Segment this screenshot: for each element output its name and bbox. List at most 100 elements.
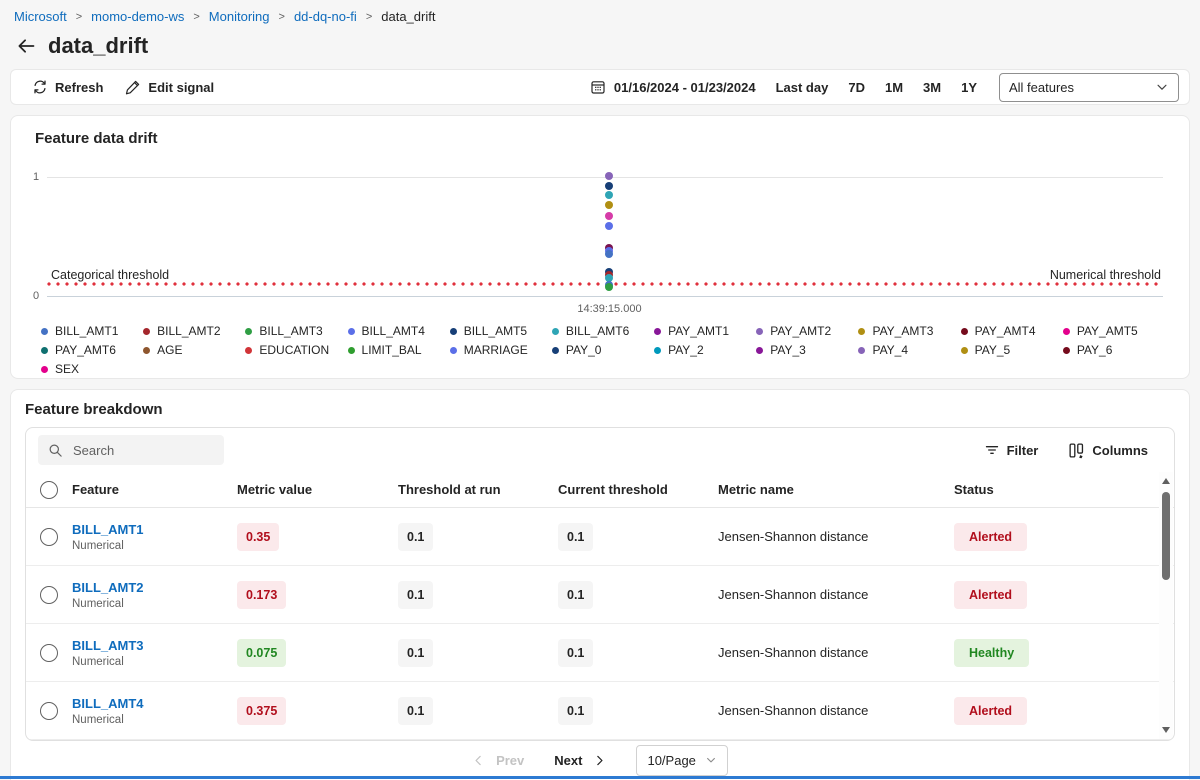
edit-signal-button[interactable]: Edit signal — [114, 70, 225, 104]
legend-label: BILL_AMT4 — [361, 324, 425, 338]
range-button-7d[interactable]: 7D — [848, 79, 865, 95]
feature-link[interactable]: BILL_AMT4 — [72, 695, 144, 711]
legend-label: MARRIAGE — [463, 343, 528, 357]
breakdown-title: Feature breakdown — [25, 401, 163, 418]
legend-item-PAY_4[interactable]: PAY_4 — [858, 343, 960, 357]
legend-label: PAY_AMT1 — [668, 324, 729, 338]
legend-item-PAY_AMT3[interactable]: PAY_AMT3 — [858, 324, 960, 338]
cell-c-feature: BILL_AMT3 Numerical — [72, 638, 237, 668]
legend-item-SEX[interactable]: SEX — [41, 362, 143, 376]
cell-c-thr: 0.1 — [398, 638, 558, 667]
feature-link[interactable]: BILL_AMT1 — [72, 521, 144, 537]
range-button-3m[interactable]: 3M — [923, 79, 942, 95]
legend-dot — [654, 327, 662, 335]
legend-item-PAY_5[interactable]: PAY_5 — [960, 343, 1063, 357]
scrollbar-down-arrow[interactable] — [1159, 723, 1173, 737]
feature-link[interactable]: BILL_AMT2 — [72, 579, 144, 595]
legend-item-AGE[interactable]: AGE — [143, 343, 245, 357]
legend-item-BILL_AMT2[interactable]: BILL_AMT2 — [143, 324, 245, 338]
breadcrumb-item-Microsoft[interactable]: Microsoft — [14, 9, 67, 24]
legend-item-PAY_3[interactable]: PAY_3 — [756, 343, 858, 357]
breadcrumb-item-data_drift: data_drift — [381, 9, 436, 24]
search-box[interactable] — [38, 435, 224, 465]
cell-c-cur: 0.1 — [558, 696, 718, 725]
cell-c-feature: BILL_AMT1 Numerical — [72, 522, 237, 552]
columns-icon — [1069, 442, 1084, 458]
feature-filter-select[interactable]: All features — [999, 72, 1179, 102]
gridline-1 — [47, 177, 1163, 178]
legend-label: PAY_AMT4 — [974, 324, 1036, 338]
breadcrumb-item-momo-demo-ws[interactable]: momo-demo-ws — [91, 9, 185, 24]
legend-label: PAY_5 — [974, 343, 1011, 357]
breadcrumb-item-dd-dq-no-fi[interactable]: dd-dq-no-fi — [293, 9, 357, 24]
select-all-radio[interactable] — [40, 480, 58, 499]
back-button[interactable] — [16, 36, 36, 56]
columns-button[interactable]: Columns — [1068, 442, 1148, 459]
legend-item-BILL_AMT1[interactable]: BILL_AMT1 — [41, 324, 143, 338]
chevron-left-icon — [475, 755, 481, 765]
page-header: data_drift — [0, 24, 1200, 69]
legend-item-BILL_AMT3[interactable]: BILL_AMT3 — [245, 324, 347, 338]
cell-c-cur: 0.1 — [558, 580, 718, 609]
breadcrumb-separator: > — [75, 10, 83, 23]
legend-item-EDUCATION[interactable]: EDUCATION — [245, 343, 347, 357]
breadcrumb-separator: > — [278, 10, 285, 23]
legend-item-PAY_AMT1[interactable]: PAY_AMT1 — [654, 324, 756, 338]
next-page-button[interactable]: Next — [554, 753, 606, 768]
numerical-threshold-label: Numerical threshold — [1049, 268, 1161, 282]
page-size-select[interactable]: 10/Page — [636, 744, 728, 776]
legend-item-PAY_AMT2[interactable]: PAY_AMT2 — [756, 324, 858, 338]
legend-label: PAY_6 — [1076, 343, 1113, 357]
metric-value-badge: 0.075 — [237, 638, 287, 667]
table-scrollbar[interactable] — [1159, 472, 1173, 739]
scrollbar-thumb[interactable] — [1162, 492, 1170, 580]
date-range-picker[interactable]: 01/16/2024 - 01/23/2024 — [580, 79, 766, 95]
metric-value-badge: 0.173 — [237, 580, 287, 609]
legend-item-BILL_AMT6[interactable]: BILL_AMT6 — [551, 324, 654, 338]
legend-dot — [245, 346, 253, 354]
row-radio[interactable] — [40, 701, 58, 720]
prev-page-button[interactable]: Prev — [472, 753, 524, 768]
metric-name: Jensen-Shannon distance — [718, 703, 869, 718]
feature-link[interactable]: BILL_AMT3 — [72, 637, 144, 653]
breadcrumb-item-Monitoring[interactable]: Monitoring — [208, 9, 270, 24]
legend-item-PAY_2[interactable]: PAY_2 — [654, 343, 756, 357]
current-threshold-badge: 0.1 — [558, 580, 594, 609]
legend-dot — [449, 346, 457, 354]
table-row-BILL_AMT4: BILL_AMT4 Numerical 0.375 0.1 0.1 Jensen-Shan… — [26, 682, 1174, 740]
legend-item-LIMIT_BAL[interactable]: LIMIT_BAL — [347, 343, 450, 357]
threshold-at-run-badge: 0.1 — [398, 696, 434, 725]
cell-c-metric: 0.173 — [237, 580, 398, 609]
row-radio[interactable] — [40, 585, 58, 604]
page-title: data_drift — [48, 33, 149, 58]
scrollbar-up-arrow[interactable] — [1159, 474, 1173, 488]
legend-item-PAY_0[interactable]: PAY_0 — [551, 343, 654, 357]
scatter-point-PAY_AMT6 — [605, 274, 614, 282]
edit-signal-label: Edit signal — [148, 79, 215, 95]
feature-breakdown-card: Feature breakdown Filter — [10, 389, 1190, 780]
legend-item-PAY_AMT5[interactable]: PAY_AMT5 — [1062, 324, 1165, 338]
filter-button[interactable]: Filter — [984, 442, 1038, 458]
legend-dot — [449, 327, 457, 335]
status-badge: Alerted — [954, 522, 1028, 551]
cell-c-radio — [26, 643, 72, 662]
legend-item-PAY_6[interactable]: PAY_6 — [1062, 343, 1165, 357]
legend-item-BILL_AMT5[interactable]: BILL_AMT5 — [449, 324, 552, 338]
threshold-dotted-line — [47, 282, 1163, 286]
range-button-1y[interactable]: 1Y — [961, 79, 977, 95]
refresh-button[interactable]: Refresh — [21, 70, 114, 104]
legend-item-PAY_AMT6[interactable]: PAY_AMT6 — [41, 343, 143, 357]
range-button-1m[interactable]: 1M — [884, 79, 904, 95]
range-button-last-day[interactable]: Last day — [775, 79, 829, 95]
row-radio[interactable] — [40, 527, 58, 546]
status-badge: Alerted — [954, 696, 1028, 725]
legend-item-PAY_AMT4[interactable]: PAY_AMT4 — [960, 324, 1063, 338]
feature-type: Numerical — [72, 539, 124, 552]
legend-dot — [143, 346, 151, 354]
row-radio[interactable] — [40, 643, 58, 662]
legend-item-BILL_AMT4[interactable]: BILL_AMT4 — [347, 324, 450, 338]
legend-label: PAY_4 — [872, 343, 909, 357]
search-input[interactable] — [71, 441, 201, 459]
legend-item-MARRIAGE[interactable]: MARRIAGE — [449, 343, 552, 357]
feature-type: Numerical — [72, 655, 124, 668]
